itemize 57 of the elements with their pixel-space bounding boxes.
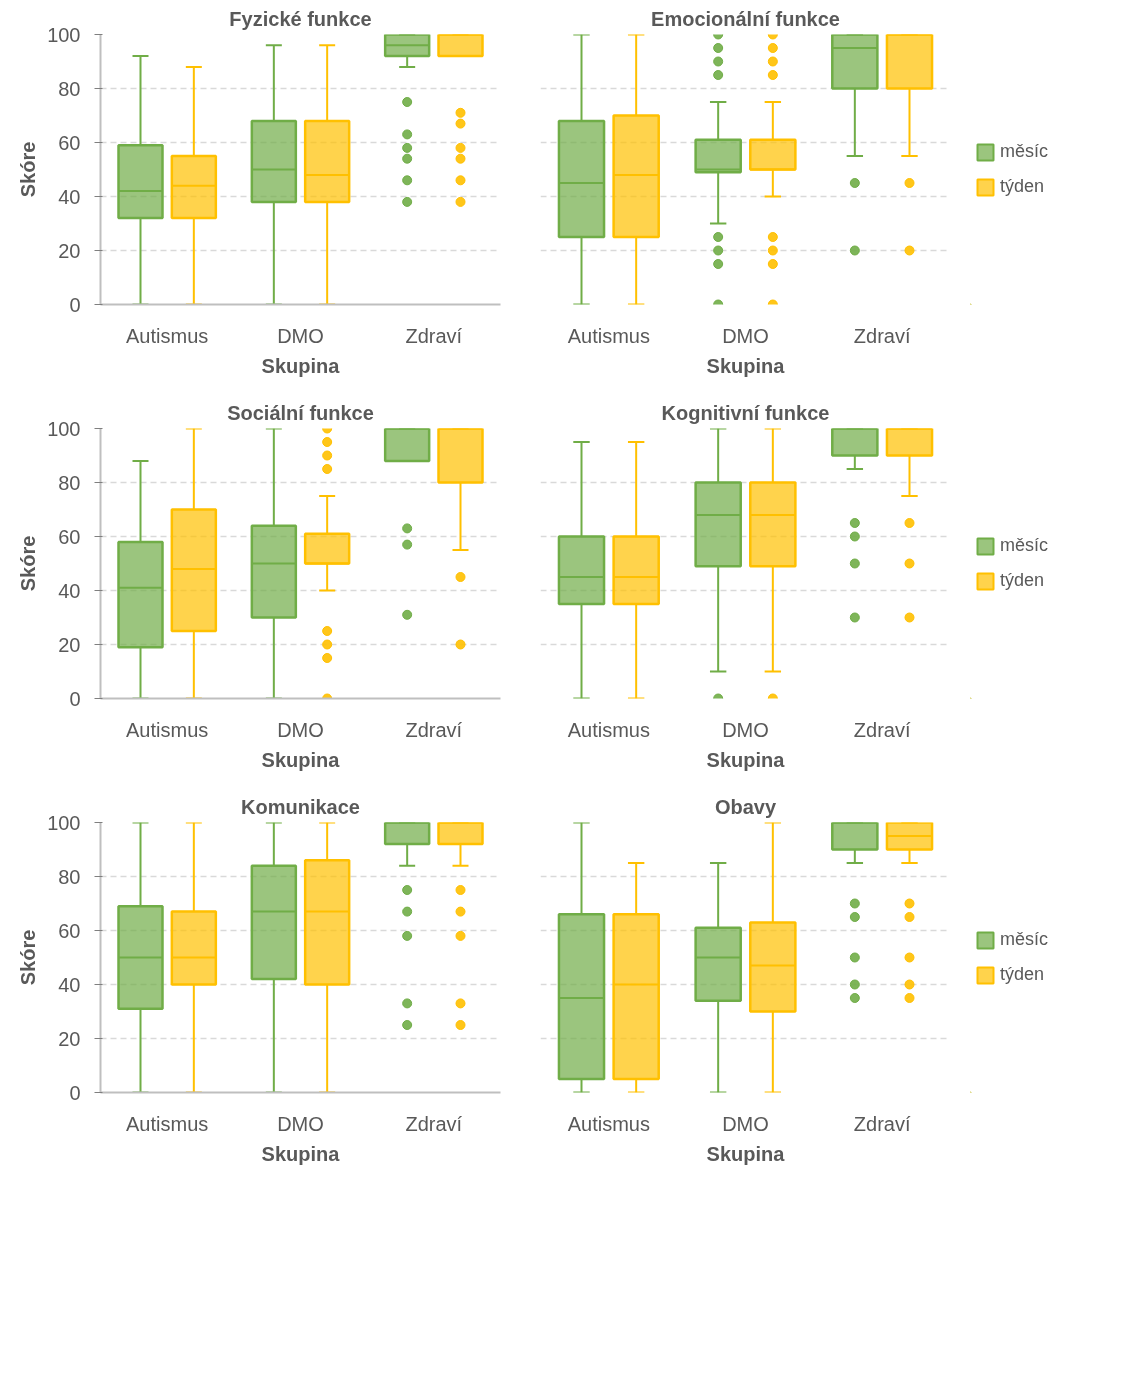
y-tick-label: 100 [47, 23, 81, 46]
legend-label: měsíc [1000, 141, 1049, 162]
y-tick-label: 40 [58, 579, 81, 602]
y-tick-label: 80 [58, 77, 81, 100]
x-tick-label: DMO [277, 718, 324, 741]
y-tick-label: 60 [58, 525, 81, 548]
x-tick-label: DMO [722, 1112, 769, 1135]
chart-title: Obavy [714, 795, 777, 818]
y-axis-title: Skóre [17, 929, 40, 986]
x-tick-label: Zdraví [853, 1112, 911, 1135]
y-axis-title: Skóre [17, 141, 40, 198]
x-axis-title: Skupina [706, 1142, 786, 1165]
x-tick-label: Zdraví [853, 718, 911, 741]
y-tick-label: 20 [58, 239, 81, 262]
legend-label: měsíc [1000, 929, 1049, 950]
x-tick-label: Autismus [126, 324, 209, 347]
legend-label: týden [1000, 176, 1045, 197]
x-tick-label: Autismus [567, 324, 650, 347]
x-axis-title: Skupina [261, 354, 341, 377]
y-tick-label: 20 [58, 633, 81, 656]
x-axis-title: Skupina [261, 1142, 341, 1165]
x-tick-label: DMO [277, 1112, 324, 1135]
y-tick-label: 60 [58, 131, 81, 154]
x-axis-title: Skupina [261, 748, 341, 771]
chart-title: Kognitivní funkce [661, 401, 830, 424]
y-tick-label: 80 [58, 865, 81, 888]
x-axis-title: Skupina [706, 354, 786, 377]
x-tick-label: Zdraví [853, 324, 911, 347]
y-tick-label: 100 [47, 811, 81, 834]
x-axis-title: Skupina [706, 748, 786, 771]
x-tick-label: Autismus [567, 1112, 650, 1135]
legend-label: týden [1000, 570, 1045, 591]
y-tick-label: 40 [58, 973, 81, 996]
chart-title: Sociální funkce [227, 401, 374, 424]
legend-label: měsíc [1000, 535, 1049, 556]
x-tick-label: Zdraví [405, 1112, 463, 1135]
x-tick-label: DMO [722, 718, 769, 741]
x-tick-label: Autismus [126, 718, 209, 741]
y-tick-label: 0 [69, 293, 81, 316]
y-tick-label: 20 [58, 1027, 81, 1050]
legend-label: týden [1000, 964, 1045, 985]
x-tick-label: DMO [277, 324, 324, 347]
x-tick-label: DMO [722, 324, 769, 347]
x-tick-label: Zdraví [405, 324, 463, 347]
chart-title: Emocionální funkce [651, 7, 840, 30]
x-tick-label: Autismus [126, 1112, 209, 1135]
chart-title: Komunikace [241, 795, 360, 818]
chart-title: Fyzické funkce [229, 7, 372, 30]
x-tick-label: Autismus [567, 718, 650, 741]
y-tick-label: 0 [69, 687, 81, 710]
y-axis-title: Skóre [17, 535, 40, 592]
y-tick-label: 100 [47, 417, 81, 440]
y-tick-label: 80 [58, 471, 81, 494]
x-tick-label: Zdraví [405, 718, 463, 741]
y-tick-label: 40 [58, 185, 81, 208]
y-tick-label: 60 [58, 919, 81, 942]
y-tick-label: 0 [69, 1081, 81, 1104]
